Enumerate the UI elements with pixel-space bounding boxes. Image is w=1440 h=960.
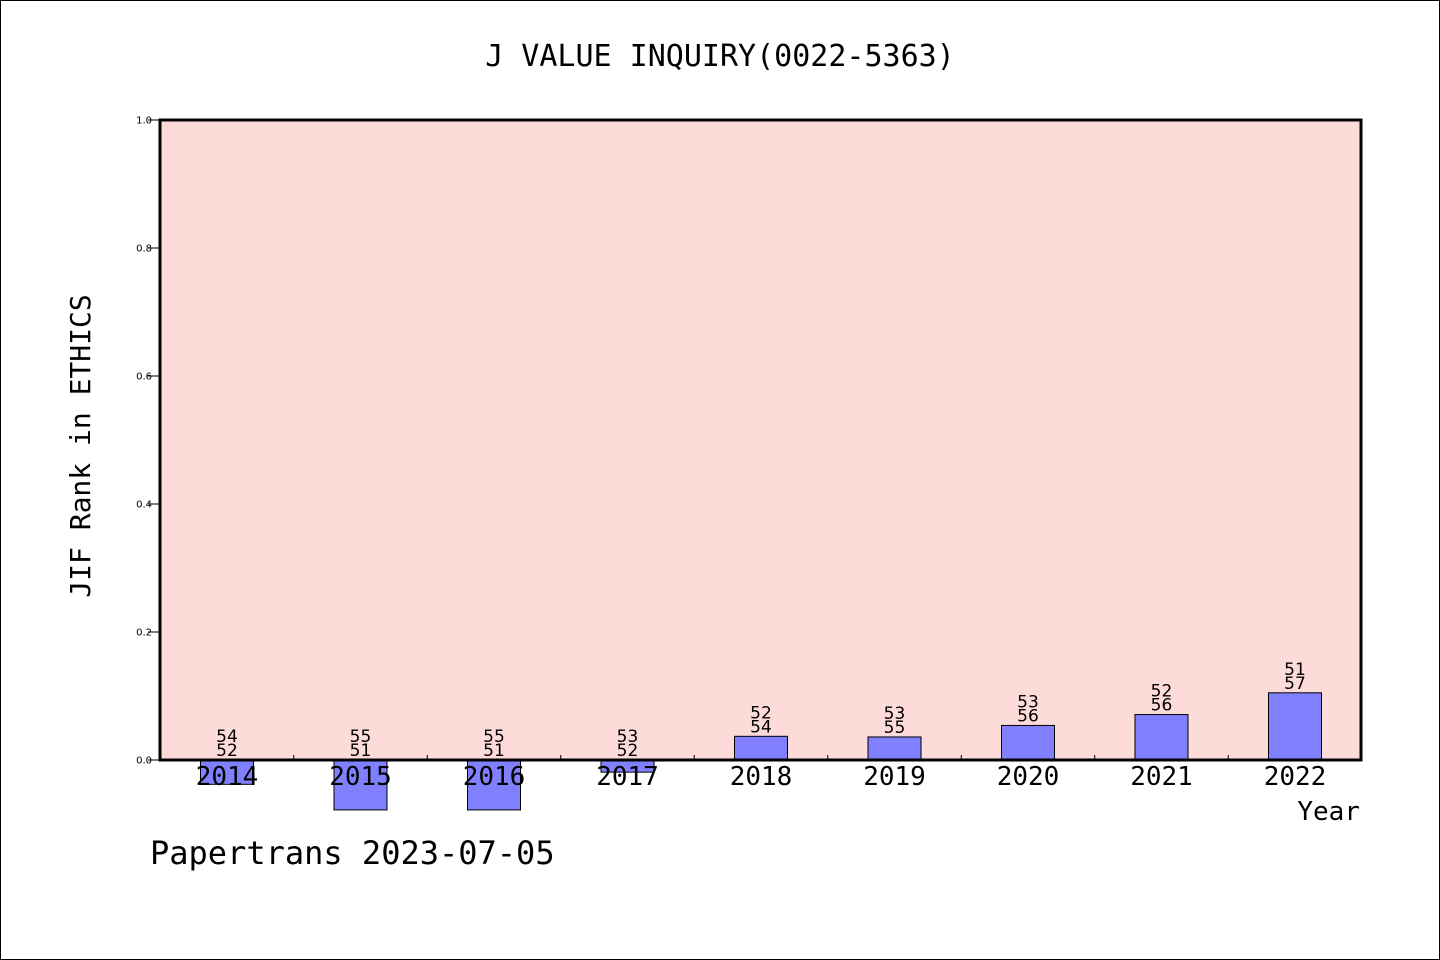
y-axis-label: JIF Rank in ETHICS — [64, 294, 97, 597]
bar-label-top: 54 — [216, 727, 238, 747]
x-tick-label: 2014 — [196, 762, 259, 792]
bar-label-top: 53 — [1017, 692, 1039, 712]
footer-watermark: Papertrans 2023-07-05 — [150, 834, 555, 872]
bar-label-top: 55 — [483, 727, 505, 747]
plot-frame — [158, 118, 1363, 762]
y-tick-label: 1.0 — [136, 116, 152, 127]
y-tick-label: 0.2 — [136, 628, 152, 639]
x-tick-label: 2021 — [1130, 762, 1193, 792]
bar-label-bottom: 56 — [1017, 706, 1039, 726]
x-tick-label: 2022 — [1264, 762, 1327, 792]
bar — [734, 735, 788, 761]
x-tick-label: 2020 — [997, 762, 1060, 792]
bar — [467, 759, 521, 811]
plot-area — [160, 120, 1361, 760]
bar-label-top: 51 — [1284, 660, 1306, 680]
bar-label-bottom: 56 — [1151, 696, 1173, 716]
x-tick-label: 2019 — [863, 762, 926, 792]
y-tick-label: 0.8 — [136, 244, 152, 255]
y-tick-label: 0.6 — [136, 372, 152, 383]
x-ticks-layer: 2014 2015 2016 2017 2018 2019 2020 2021 2022 — [196, 755, 1327, 792]
y-axis-ticks: 0.0 0.2 0.4 0.6 0.8 1.0 — [136, 116, 160, 767]
bar-label-top: 53 — [617, 727, 639, 747]
bar — [1268, 692, 1322, 761]
x-axis-label: Year — [1297, 797, 1360, 827]
x-tick-label: 2017 — [596, 762, 659, 792]
bar-label-bottom: 55 — [884, 718, 906, 738]
bar-label-bottom: 57 — [1284, 674, 1306, 694]
bar-label-bottom: 51 — [483, 741, 505, 761]
bar-label-top: 55 — [350, 727, 372, 747]
x-tick-label: 2015 — [329, 762, 392, 792]
y-tick-label: 0.4 — [136, 500, 152, 511]
y-tick-label: 0.0 — [136, 756, 152, 767]
bar-label-bottom: 52 — [617, 741, 639, 761]
bar-label-bottom: 51 — [350, 741, 372, 761]
x-tick-label: 2018 — [730, 762, 793, 792]
bar-label-bottom: 52 — [216, 741, 238, 761]
bar-label-top: 52 — [1151, 682, 1173, 702]
bar — [867, 736, 922, 761]
bar-label-top: 53 — [884, 704, 906, 724]
bar — [1001, 724, 1055, 761]
bar — [1134, 714, 1189, 761]
bar-label-bottom: 54 — [750, 717, 772, 737]
bar-label-top: 52 — [750, 703, 772, 723]
chart-title: J VALUE INQUIRY(0022-5363) — [485, 39, 955, 74]
x-tick-label: 2016 — [463, 762, 526, 792]
bar — [200, 759, 254, 785]
